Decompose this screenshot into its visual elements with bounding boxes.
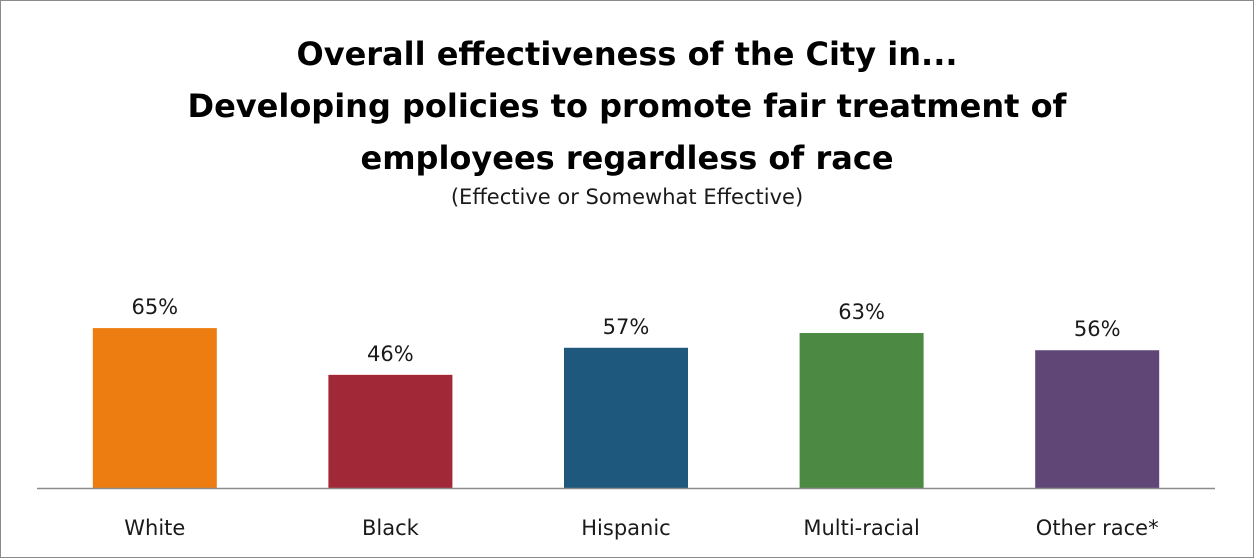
chart-title-line-3: employees regardless of race [360,139,894,177]
bar-other-race [1035,350,1160,488]
category-label: White [124,516,185,540]
bar-hispanic [564,347,688,488]
bar-value-label: 63% [838,300,885,324]
bar-value-label: 65% [131,295,178,319]
chart-title-line-1: Overall effectiveness of the City in... [296,35,958,73]
chart-title-line-2: Developing policies to promote fair trea… [187,87,1067,125]
bar-black [328,374,453,488]
bars-group [92,328,1160,488]
bar-value-label: 57% [603,315,650,339]
category-label: Other race* [1036,516,1159,540]
bar-value-label: 56% [1074,317,1121,341]
category-label: Multi-racial [803,516,920,540]
category-label: Black [362,516,420,540]
chart-subtitle: (Effective or Somewhat Effective) [450,185,804,209]
value-labels-group: 65% 46% 57% 63% 56% [131,295,1120,366]
bar-value-label: 46% [367,342,414,366]
category-labels-group: White Black Hispanic Multi-racial Other race… [124,516,1158,540]
bar-multi-racial [799,333,924,488]
bar-white [92,328,217,488]
category-label: Hispanic [581,516,670,540]
